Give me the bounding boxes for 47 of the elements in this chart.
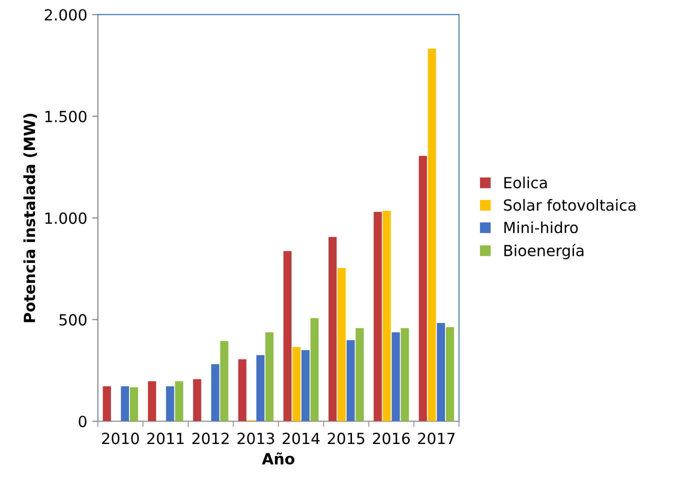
bar <box>292 347 301 422</box>
y-tick-label: 500 <box>59 314 86 326</box>
bar <box>346 340 355 422</box>
bar <box>211 364 220 422</box>
bar <box>338 268 346 422</box>
bar <box>148 381 156 422</box>
x-axis-title: Año <box>262 452 294 465</box>
x-tick-label: 2013 <box>238 432 274 444</box>
y-tick-label: 0 <box>78 416 86 428</box>
x-tick-label: 2014 <box>282 432 320 444</box>
legend-label: Mini-hidro <box>504 221 578 234</box>
x-tick-label: 2015 <box>328 432 364 444</box>
legend-label: Bioenergía <box>504 244 584 260</box>
y-tick-label: 1.500 <box>45 110 86 122</box>
bar <box>446 327 454 422</box>
bar <box>283 251 292 422</box>
bar <box>301 350 310 422</box>
bar <box>328 237 337 422</box>
legend-label: Eolica <box>504 176 547 188</box>
x-tick-label: 2012 <box>192 432 229 444</box>
bar <box>436 323 446 422</box>
bar <box>392 332 400 422</box>
bar <box>238 359 246 422</box>
bar <box>175 381 184 422</box>
x-tick-label: 2010 <box>102 432 139 444</box>
x-tick-label: 2016 <box>372 432 410 444</box>
bar <box>265 332 274 422</box>
bar <box>130 387 138 422</box>
bar <box>256 355 264 422</box>
bar <box>356 328 364 422</box>
bar <box>382 210 391 422</box>
bar <box>418 156 427 422</box>
bar <box>220 341 228 422</box>
bar <box>102 386 111 422</box>
legend-label: Solar fotovoltaica <box>504 199 636 211</box>
y-tick-label: 1.000 <box>45 212 86 224</box>
x-tick-label: 2017 <box>418 432 455 444</box>
bar <box>120 386 130 422</box>
bar <box>193 379 202 422</box>
bar <box>400 328 409 422</box>
bar <box>374 212 382 422</box>
bar <box>166 386 174 422</box>
bar <box>428 48 436 422</box>
bar <box>310 318 319 422</box>
y-tick-label: 2.000 <box>44 9 86 21</box>
x-tick-label: 2011 <box>147 432 184 444</box>
y-axis-title: Potencia instalada (MW) <box>23 114 38 322</box>
